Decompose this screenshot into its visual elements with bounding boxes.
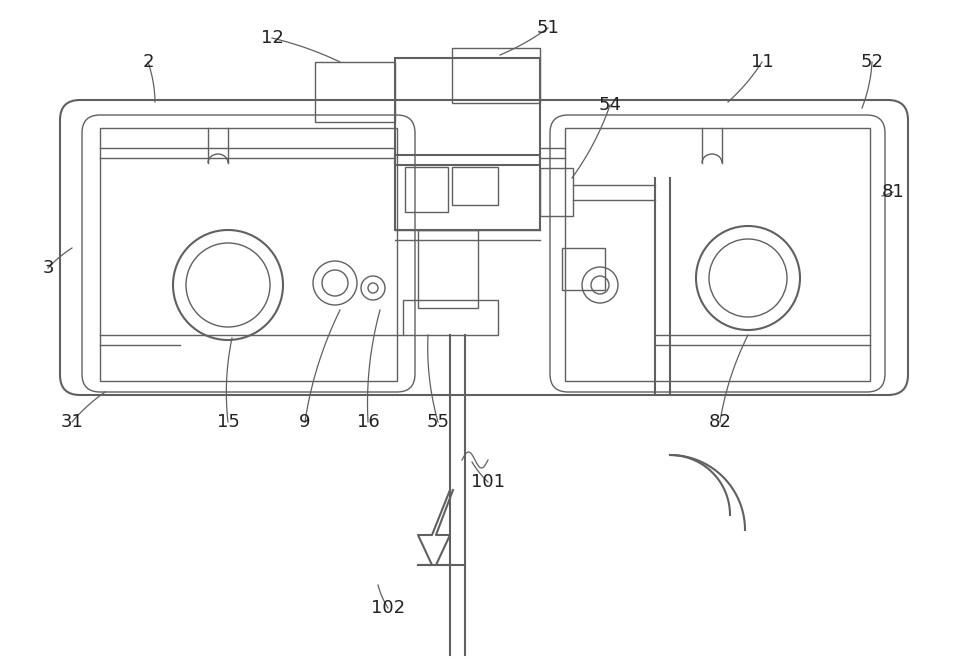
Text: 101: 101 <box>471 473 505 491</box>
Text: 3: 3 <box>42 259 53 277</box>
Text: 52: 52 <box>860 53 884 71</box>
Text: 15: 15 <box>217 413 239 431</box>
Bar <box>452 48 540 103</box>
Text: 54: 54 <box>599 96 621 114</box>
Bar <box>452 167 498 205</box>
Text: 55: 55 <box>427 413 449 431</box>
Text: 102: 102 <box>371 599 405 617</box>
Bar <box>540 168 573 216</box>
Text: 51: 51 <box>537 19 560 37</box>
Text: 9: 9 <box>299 413 311 431</box>
Text: 11: 11 <box>750 53 774 71</box>
Bar <box>395 58 540 165</box>
Bar <box>562 248 605 290</box>
Bar <box>395 155 540 230</box>
Text: 31: 31 <box>60 413 84 431</box>
Bar <box>418 230 478 308</box>
Text: 81: 81 <box>882 183 904 201</box>
Bar <box>403 300 498 335</box>
Bar <box>100 128 397 381</box>
Text: 82: 82 <box>709 413 732 431</box>
Bar <box>315 62 395 122</box>
Text: 16: 16 <box>357 413 379 431</box>
Bar <box>405 167 448 212</box>
Bar <box>565 128 870 381</box>
Text: 12: 12 <box>260 29 284 47</box>
Text: 2: 2 <box>142 53 154 71</box>
